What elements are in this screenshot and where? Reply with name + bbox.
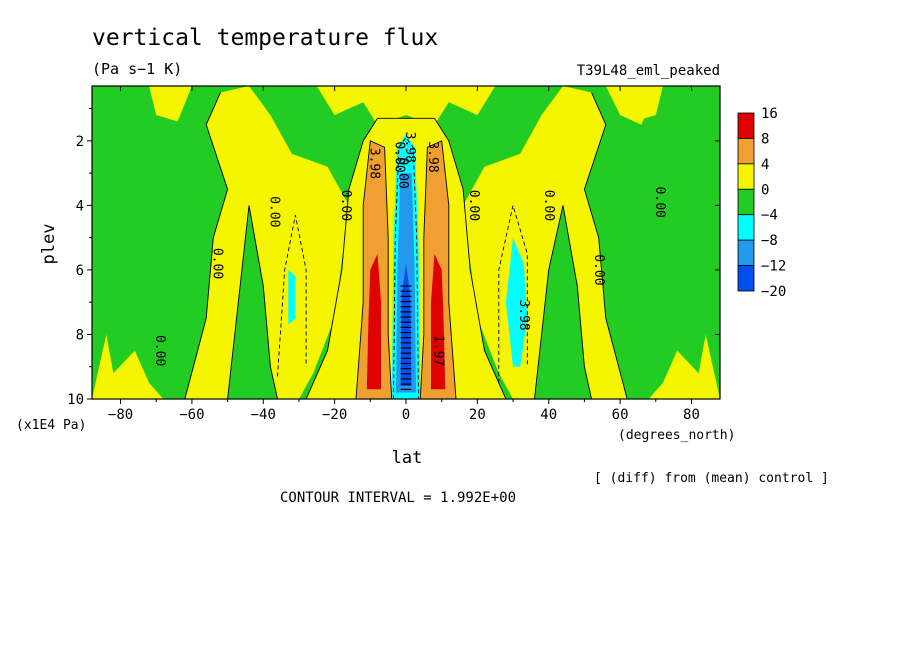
x-units: (degrees_north) [618,428,735,443]
x-tick-label: 40 [540,407,557,423]
colorbar-swatch [737,188,755,216]
colorbar-label: 16 [761,106,778,122]
contour-label: 0.00 [266,196,281,227]
x-tick-label: 20 [469,407,486,423]
field-red-region [431,253,446,390]
field-blue-region [400,263,412,387]
contour-label: 0.00 [466,190,481,221]
field-yellow-region [184,86,349,399]
contour-line-dashed [393,136,419,400]
field-cyan-region [505,237,528,367]
y-axis-label: plev [39,224,59,265]
colorbar-swatch [737,265,755,292]
contour-line [184,92,229,400]
plot-area: 0.000.000.00 0.003.98 0.003.98 3.980.00 0.00… [91,85,721,400]
contour-label: 0.00 [391,141,406,172]
contour-interval: CONTOUR INTERVAL = 1.992E+00 [280,490,516,506]
field-yellow-region [149,86,192,122]
x-tick-label: 60 [612,407,629,423]
colorbar-swatch [737,112,755,139]
y-tick-label: 8 [76,327,84,343]
field-red-region [366,253,381,390]
contour-label: 0.00 [652,187,667,218]
contour-line-dashed [498,205,528,383]
y-tick-label: 4 [76,198,84,214]
contour-label: 0.00 [541,190,556,221]
contour-line-dashed [277,215,307,377]
y-tick-label: 10 [67,392,84,408]
contour-line [305,117,507,400]
contour-line [355,140,393,400]
field-green-region [534,205,592,399]
x-axis-label: lat [392,448,423,468]
x-tick-label: −80 [108,407,133,423]
field-green-region [227,205,278,399]
contour-label: 0.00 [209,248,224,279]
field-yellow-region [463,86,628,399]
colorbar-label: 0 [761,182,769,198]
x-tick-label: 0 [402,407,410,423]
y-axis: 2 4 6 8 10 [67,108,720,408]
field-cyan-region [288,269,296,325]
colorbar-label: 4 [761,157,769,173]
x-tick-label: 80 [683,407,700,423]
x-tick-label: −60 [179,407,204,423]
footer-note: [ (diff) from (mean) control ] [594,471,829,486]
contour-line [227,205,278,400]
contour-label: 3.98 [402,132,417,163]
contour-label: 0.00 [152,335,167,366]
colorbar-label: −8 [761,233,778,249]
x-tick-label: −20 [322,407,347,423]
run-label: T39L48_eml_peaked [577,63,720,79]
colorbar-label: 8 [761,131,769,147]
contour-label: 1.97 [431,335,446,366]
colorbar-swatch [737,138,755,165]
colorbar: 16 8 4 0 −4 −8 −12 −20 [737,106,786,300]
y-units: (x1E4 Pa) [16,418,86,433]
field-yellow-region [648,334,720,399]
x-tick-label: −40 [251,407,276,423]
y-tick-label: 2 [76,134,84,150]
colorbar-swatch [737,239,755,266]
contour-line [583,92,628,400]
y-tick-label: 6 [76,263,84,279]
contour-label: 3.98 [516,299,531,330]
colorbar-label: −20 [761,284,786,300]
chart-title: vertical temperature flux [92,25,438,51]
colorbar-swatch [737,163,755,190]
field-yellow-region [605,86,656,125]
contour-label: 3.98 [425,141,440,172]
contour-label: 3.98 [366,148,381,179]
colorbar-swatch [737,214,755,241]
field-yellow-region [92,334,164,399]
colorbar-label: −4 [761,208,778,224]
contour-line [534,205,592,400]
colorbar-label: −12 [761,259,786,275]
contour-label: 0.00 [591,254,606,285]
contour-label: 0.00 [338,190,353,221]
contour-label: 0.00 [395,157,410,188]
chart-units: (Pa s−1 K) [92,60,182,78]
x-axis: −80 −60 −40 −20 0 20 40 60 80 [108,86,700,423]
field-yellow-region [316,86,496,125]
contour-line [419,140,457,400]
